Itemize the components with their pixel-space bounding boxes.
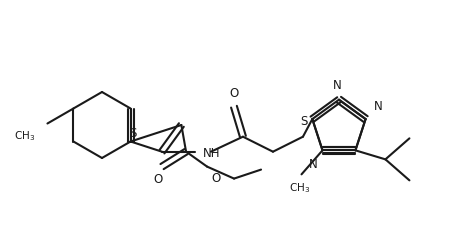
- Text: NH: NH: [203, 147, 220, 160]
- Text: N: N: [332, 79, 341, 92]
- Text: O: O: [229, 87, 238, 100]
- Text: O: O: [211, 172, 220, 185]
- Text: CH$_3$: CH$_3$: [289, 181, 310, 195]
- Text: S: S: [300, 115, 307, 128]
- Text: CH$_3$: CH$_3$: [14, 130, 36, 143]
- Text: S: S: [129, 127, 136, 140]
- Text: O: O: [153, 173, 163, 186]
- Text: N: N: [309, 158, 318, 171]
- Text: N: N: [374, 100, 382, 113]
